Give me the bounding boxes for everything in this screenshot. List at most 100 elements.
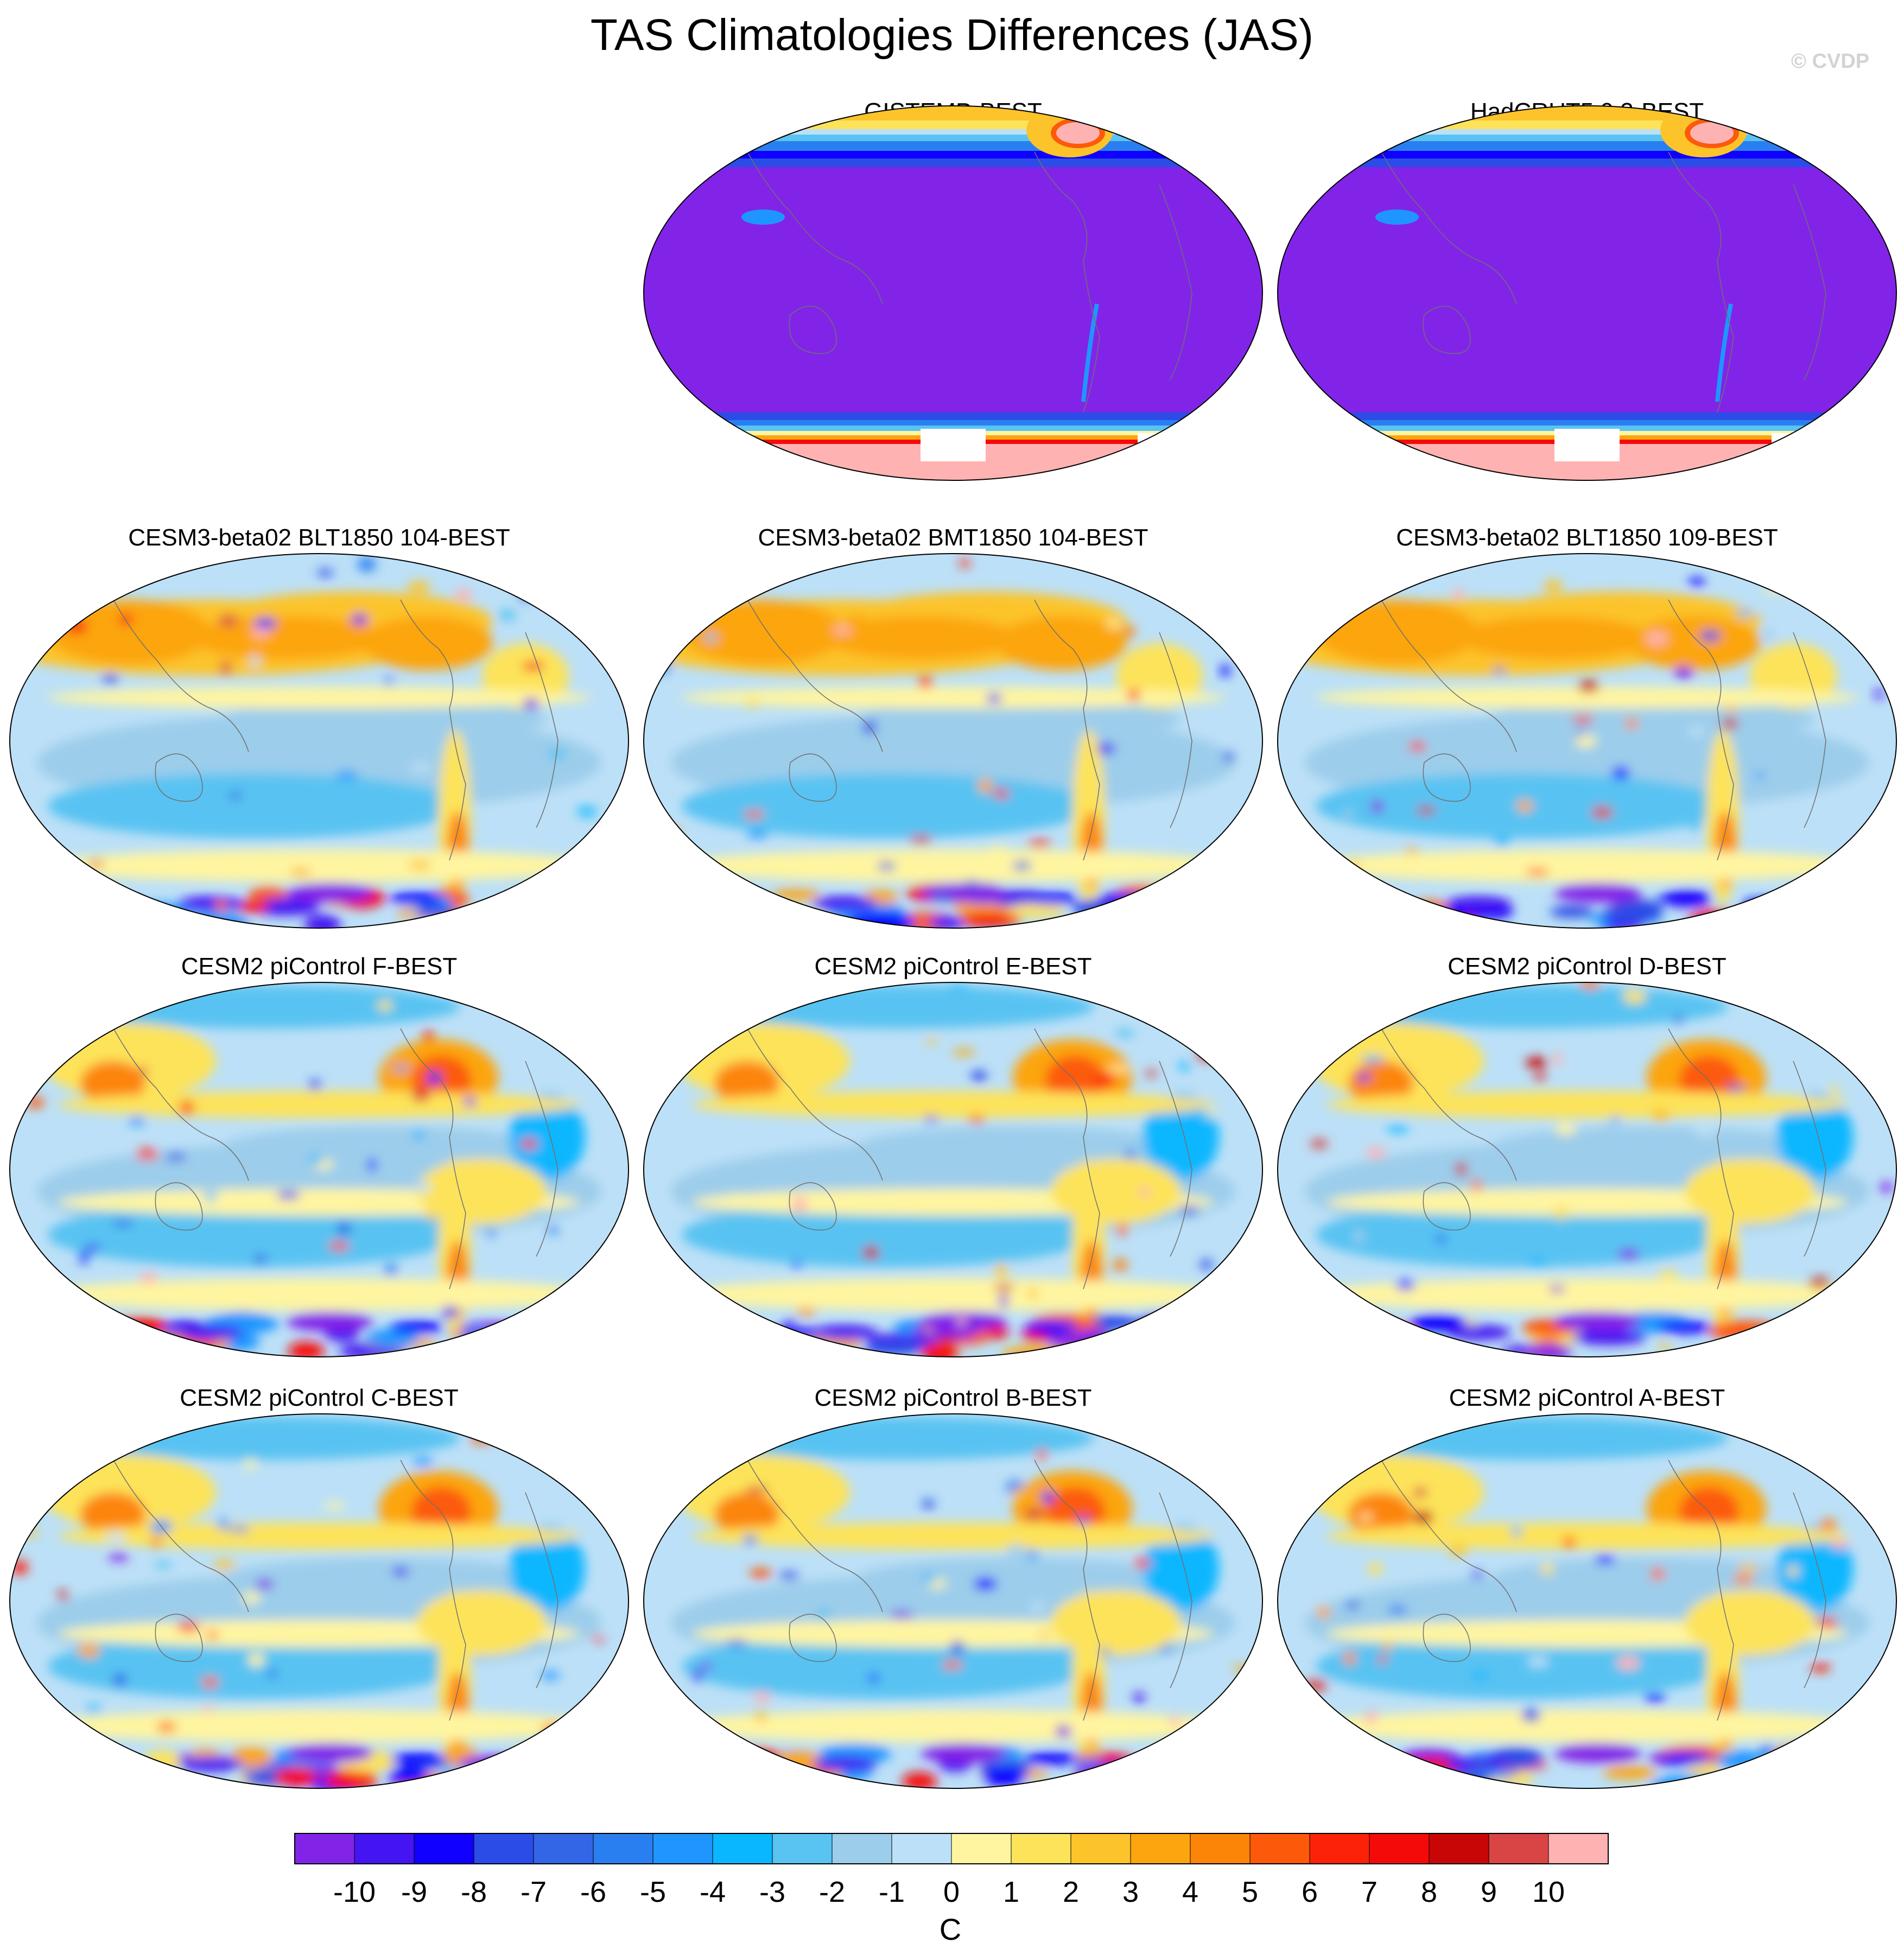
colorbar-swatch	[1249, 1833, 1310, 1864]
field-blob	[1107, 619, 1119, 629]
coastline	[400, 599, 466, 861]
field-blob	[1733, 1574, 1754, 1584]
field-blob	[410, 763, 432, 772]
field-blob	[442, 1767, 460, 1781]
field-blob	[1674, 666, 1693, 680]
field-blob	[1133, 1558, 1151, 1568]
field-blob	[407, 581, 430, 593]
field-blob	[1123, 625, 1135, 638]
map-panel	[1277, 553, 1897, 929]
coastlines	[1369, 130, 1826, 413]
colorbar-tick-label: 0	[943, 1876, 960, 1908]
field-blob	[27, 1097, 45, 1108]
field-band	[644, 106, 1262, 120]
field-blob	[486, 1228, 496, 1237]
field-blob	[1051, 1159, 1181, 1224]
field-blob	[367, 1158, 377, 1172]
missing-data	[921, 429, 986, 461]
coastline	[1369, 130, 1517, 304]
coastline	[101, 1438, 249, 1613]
colorbar-swatch	[1130, 1833, 1191, 1864]
field-blob	[1024, 892, 1078, 905]
field-blob	[1562, 1535, 1576, 1549]
field-blob	[1763, 629, 1773, 642]
field-blob	[105, 1532, 126, 1541]
field-blob	[1382, 1642, 1392, 1652]
field-blob	[1521, 1709, 1541, 1722]
coastline	[1369, 1006, 1517, 1181]
field-blob	[1616, 1656, 1640, 1670]
field-blob	[547, 1226, 559, 1234]
field-blob	[409, 907, 418, 914]
field-blob	[572, 1318, 627, 1337]
field-blob	[1602, 1766, 1657, 1779]
field-blob	[812, 1325, 877, 1340]
field-blob	[1416, 807, 1436, 815]
field-blob	[699, 870, 713, 879]
field-blob	[1359, 1323, 1415, 1342]
field-blob	[644, 1516, 657, 1527]
coastlines	[101, 1438, 558, 1721]
field-blob	[1830, 1539, 1849, 1548]
colorbar-tick-label: 2	[1063, 1876, 1079, 1908]
field-blob	[357, 557, 376, 572]
field-blob	[890, 1610, 913, 1618]
coastline	[1369, 577, 1517, 752]
field-blob	[747, 830, 768, 839]
field-blob	[1704, 1418, 1718, 1426]
field-blob	[581, 1731, 595, 1745]
field-blob	[91, 1762, 154, 1783]
field-blob	[1470, 1571, 1484, 1578]
field-blob	[749, 1568, 772, 1578]
coastline	[525, 1061, 558, 1257]
field-blob	[86, 1705, 102, 1713]
field-band	[1278, 141, 1896, 151]
field-blob	[1027, 840, 1051, 847]
field-blob	[250, 898, 320, 916]
field-blob	[726, 1193, 743, 1207]
field-blob	[1278, 1758, 1332, 1778]
coastline	[525, 632, 558, 828]
field-blob	[48, 773, 460, 839]
field-blob	[1012, 1488, 1026, 1499]
field-blob	[392, 1567, 409, 1576]
field-blob	[1278, 1749, 1352, 1767]
field-blob	[179, 1100, 195, 1115]
field-blob	[1685, 1590, 1815, 1655]
field-blob	[1143, 884, 1179, 905]
field-blob	[277, 1191, 300, 1199]
field-blob	[592, 912, 626, 925]
field-blob	[1006, 903, 1066, 918]
field-blob	[1097, 742, 1115, 754]
field-blob	[1827, 1087, 1841, 1095]
panel-title: CESM2 piControl D-BEST	[1448, 953, 1727, 980]
colorbar-tick-label: -6	[580, 1876, 606, 1908]
field-blob	[1550, 905, 1594, 918]
field-blob	[1837, 891, 1872, 907]
map-panel	[1277, 105, 1897, 481]
field-blob	[956, 912, 1022, 928]
field-blob	[647, 1073, 663, 1086]
field-blob	[1230, 1317, 1262, 1338]
field-blob	[644, 1320, 697, 1337]
field-blob	[923, 1327, 934, 1333]
field-blob	[1198, 896, 1252, 911]
field-blob	[350, 613, 369, 626]
colorbar-tick-label: 8	[1421, 1876, 1437, 1908]
field-band	[644, 412, 1262, 420]
colorbar-tick-label: 7	[1361, 1876, 1378, 1908]
field-blob	[778, 1572, 799, 1580]
field-blob	[1127, 689, 1140, 701]
field-blob	[156, 1722, 177, 1732]
coastline	[789, 753, 837, 802]
field-blob	[1223, 752, 1235, 762]
field-blob	[384, 1264, 397, 1276]
field-blob	[1449, 1545, 1467, 1556]
field-blob	[119, 614, 133, 625]
field-blob	[213, 1560, 236, 1570]
field-blob	[1386, 1763, 1437, 1785]
field-blob	[1544, 580, 1562, 592]
map-outline	[1277, 553, 1897, 929]
field-blob	[1767, 1692, 1781, 1700]
field-blob	[682, 600, 845, 665]
